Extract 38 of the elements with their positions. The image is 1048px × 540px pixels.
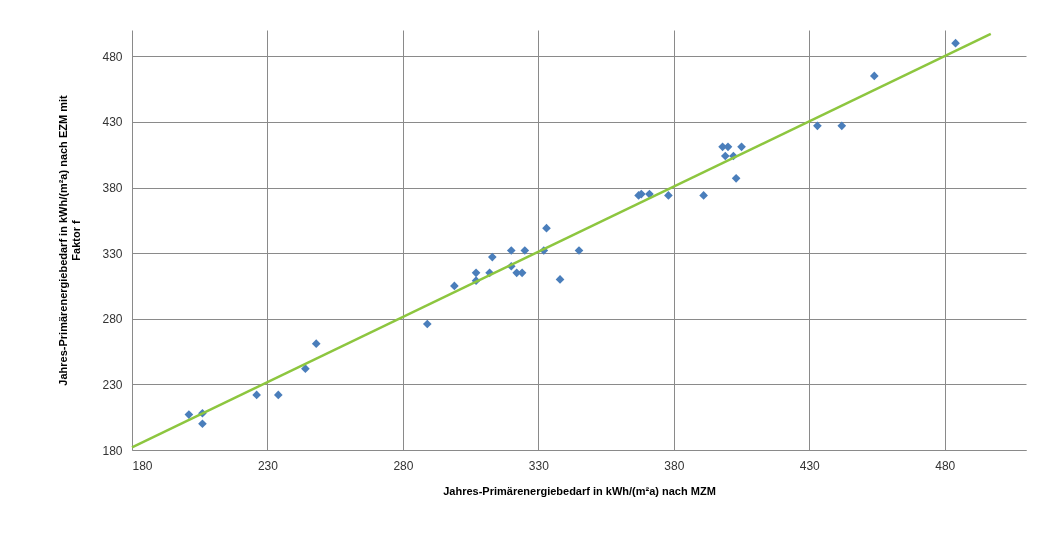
y-tick-label: 480 bbox=[102, 49, 123, 64]
y-tick-label: 330 bbox=[102, 246, 123, 261]
y-tick-label: 180 bbox=[102, 443, 123, 458]
point bbox=[450, 281, 459, 291]
x-axis-title: Jahres-Primärenergiebedarf in kWh/(m²a) nach MZM bbox=[443, 484, 716, 497]
x-tick-label: 380 bbox=[664, 458, 685, 473]
x-tick-label: 180 bbox=[132, 458, 153, 473]
y-tick-label: 280 bbox=[102, 312, 123, 327]
point bbox=[699, 191, 708, 200]
point bbox=[951, 38, 960, 48]
point bbox=[422, 319, 432, 329]
x-tick-label: 330 bbox=[528, 458, 550, 473]
y-tick-label: 380 bbox=[102, 181, 123, 195]
y-axis-title: Jahres-Primärenergiebedarf in kWh/(m²a) nach EZM mit Faktor f bbox=[57, 95, 83, 386]
point bbox=[198, 419, 207, 429]
point bbox=[869, 71, 879, 81]
x-tick-label: 430 bbox=[799, 458, 821, 473]
x-tick-label: 230 bbox=[257, 458, 279, 473]
point bbox=[301, 364, 310, 373]
y-tick-label: 430 bbox=[102, 115, 123, 130]
point bbox=[520, 246, 530, 255]
x-tick-label: 280 bbox=[393, 458, 414, 473]
point bbox=[720, 151, 730, 161]
y-tick-label: 230 bbox=[102, 377, 123, 392]
point bbox=[273, 390, 283, 400]
point bbox=[837, 121, 847, 131]
point bbox=[487, 252, 497, 262]
point bbox=[471, 268, 481, 278]
point bbox=[184, 410, 194, 419]
point bbox=[542, 223, 551, 233]
point bbox=[737, 142, 746, 152]
point bbox=[813, 121, 822, 131]
point bbox=[311, 339, 321, 349]
point bbox=[506, 246, 516, 255]
point bbox=[664, 191, 673, 200]
point bbox=[252, 390, 261, 400]
point bbox=[731, 173, 741, 183]
x-tick-label: 480 bbox=[935, 458, 956, 473]
